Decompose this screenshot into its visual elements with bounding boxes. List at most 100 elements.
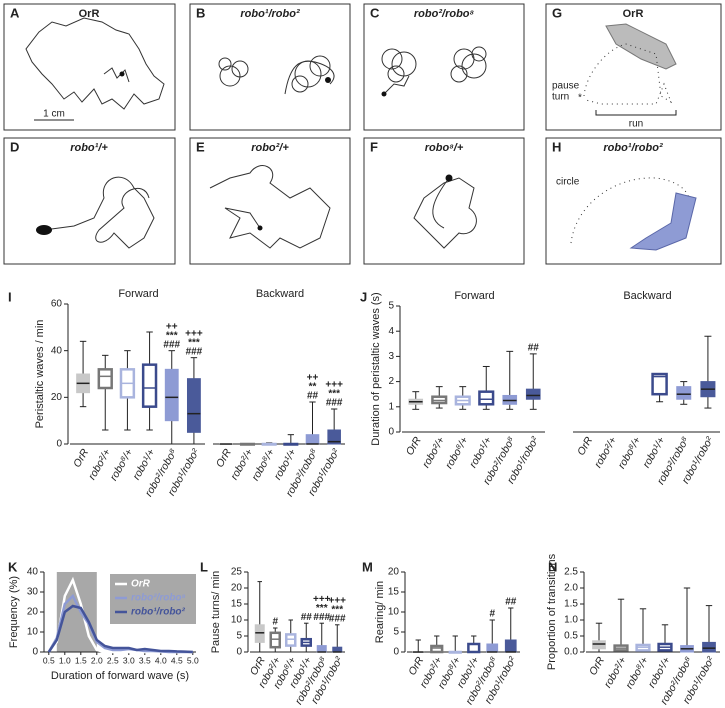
significance-label: ## xyxy=(505,597,517,608)
y-tick-label: 0.0 xyxy=(564,647,578,658)
x-tick-label: 1.5 xyxy=(75,655,87,665)
significance-label: ### xyxy=(163,339,180,350)
box xyxy=(316,645,327,653)
significance-label: ### xyxy=(313,612,330,623)
y-tick-label: 5 xyxy=(388,301,394,312)
end-dot xyxy=(257,225,263,231)
panel-letter: E xyxy=(196,139,205,154)
box xyxy=(676,386,692,400)
significance-label: *** xyxy=(316,603,328,614)
y-tick-label: 10 xyxy=(27,627,39,638)
track xyxy=(381,46,487,95)
panel-title: robo¹/robo² xyxy=(240,8,300,20)
note: turn xyxy=(552,92,569,103)
y-tick-label: 60 xyxy=(51,299,63,310)
panel-e: E robo²/+ xyxy=(189,137,351,265)
y-tick-label: 10 xyxy=(388,607,400,618)
x-axis-label: Duration of forward wave (s) xyxy=(51,670,189,682)
box xyxy=(305,434,320,445)
significance-label: ## xyxy=(528,343,540,354)
end-dot xyxy=(381,91,387,97)
track xyxy=(43,176,155,249)
significance-label: +++ xyxy=(185,328,203,339)
y-tick-label: 1.0 xyxy=(564,615,578,626)
x-tick-label: robo⁸/+ xyxy=(443,435,471,471)
track xyxy=(218,55,335,95)
box xyxy=(504,639,517,653)
y-axis-label: Duration of peristaltic waves (s) xyxy=(370,292,382,445)
panel-b: B robo¹/robo² xyxy=(189,3,351,131)
box xyxy=(478,390,495,406)
y-tick-label: 20 xyxy=(388,567,400,578)
box xyxy=(254,624,265,643)
y-tick-label: 0 xyxy=(236,647,242,658)
y-tick-label: 20 xyxy=(27,607,39,618)
panel-letter: F xyxy=(370,139,378,154)
scale-label: 1 cm xyxy=(43,109,65,120)
y-tick-label: 40 xyxy=(27,567,39,578)
panel-title: OrR xyxy=(623,8,644,20)
significance-label: ** xyxy=(309,382,317,393)
significance-label: ## xyxy=(301,612,313,623)
end-dot xyxy=(325,77,331,83)
panel-letter: M xyxy=(362,559,373,574)
blob xyxy=(36,225,52,235)
y-tick-label: 0 xyxy=(32,647,38,658)
box xyxy=(141,363,158,408)
box xyxy=(285,633,297,647)
panel-h: H robo¹/robo² circle xyxy=(545,137,722,265)
body-shape xyxy=(605,23,677,70)
y-axis-label: Frequency (%) xyxy=(8,576,20,648)
frame xyxy=(3,137,176,265)
y-axis-label: Pause turns/ min xyxy=(210,571,222,654)
y-tick-label: 10 xyxy=(231,615,243,626)
y-tick-label: 1 xyxy=(388,401,394,412)
panel-letter: A xyxy=(10,5,20,20)
y-axis-label: Rearing/ min xyxy=(374,581,386,643)
y-axis-label: Peristaltic waves / min xyxy=(34,320,46,429)
box xyxy=(651,372,668,396)
end-dot xyxy=(119,71,125,77)
significance-label: +++ xyxy=(328,595,346,606)
frame xyxy=(545,3,722,131)
y-tick-label: 4 xyxy=(388,326,394,337)
panel-letter: B xyxy=(196,5,205,20)
significance-label: +++ xyxy=(313,594,331,605)
y-tick-label: 20 xyxy=(231,583,243,594)
y-tick-label: 2.0 xyxy=(564,583,578,594)
y-tick-label: 0 xyxy=(56,439,62,450)
box xyxy=(186,378,201,433)
x-tick-label: OrR xyxy=(404,435,424,458)
panel-letter: K xyxy=(8,559,18,574)
significance-label: ## xyxy=(307,391,319,402)
panel-title: robo²/robo⁸ xyxy=(414,8,475,20)
box xyxy=(164,368,179,422)
y-tick-label: 5 xyxy=(236,631,242,642)
x-tick-label: 5.0 xyxy=(187,655,199,665)
significance-label: ### xyxy=(329,613,346,624)
x-tick-label: robo⁸/+ xyxy=(616,435,644,471)
panel-letter: N xyxy=(548,559,557,574)
end-dot xyxy=(445,174,453,182)
x-tick-label: 4.0 xyxy=(155,655,167,665)
x-tick-label: 4.5 xyxy=(171,655,183,665)
box xyxy=(430,644,444,654)
y-tick-label: 20 xyxy=(51,392,63,403)
y-tick-label: 0.5 xyxy=(564,631,578,642)
track xyxy=(209,165,331,249)
x-tick-label: 0.5 xyxy=(43,655,55,665)
frame xyxy=(189,137,351,265)
note: circle xyxy=(556,177,580,188)
legend-label: robo²/robo⁸ xyxy=(131,593,186,604)
y-tick-label: 5 xyxy=(393,627,399,638)
x-tick-label: OrR xyxy=(587,655,607,678)
panel-f: F robo⁸/+ xyxy=(363,137,525,265)
x-tick-label: OrR xyxy=(214,447,234,470)
y-tick-label: 2 xyxy=(388,376,394,387)
y-tick-label: 1.5 xyxy=(564,599,578,610)
x-tick-label: OrR xyxy=(575,435,595,458)
y-tick-label: 0 xyxy=(393,647,399,658)
legend-label: robo¹/robo² xyxy=(131,607,186,618)
